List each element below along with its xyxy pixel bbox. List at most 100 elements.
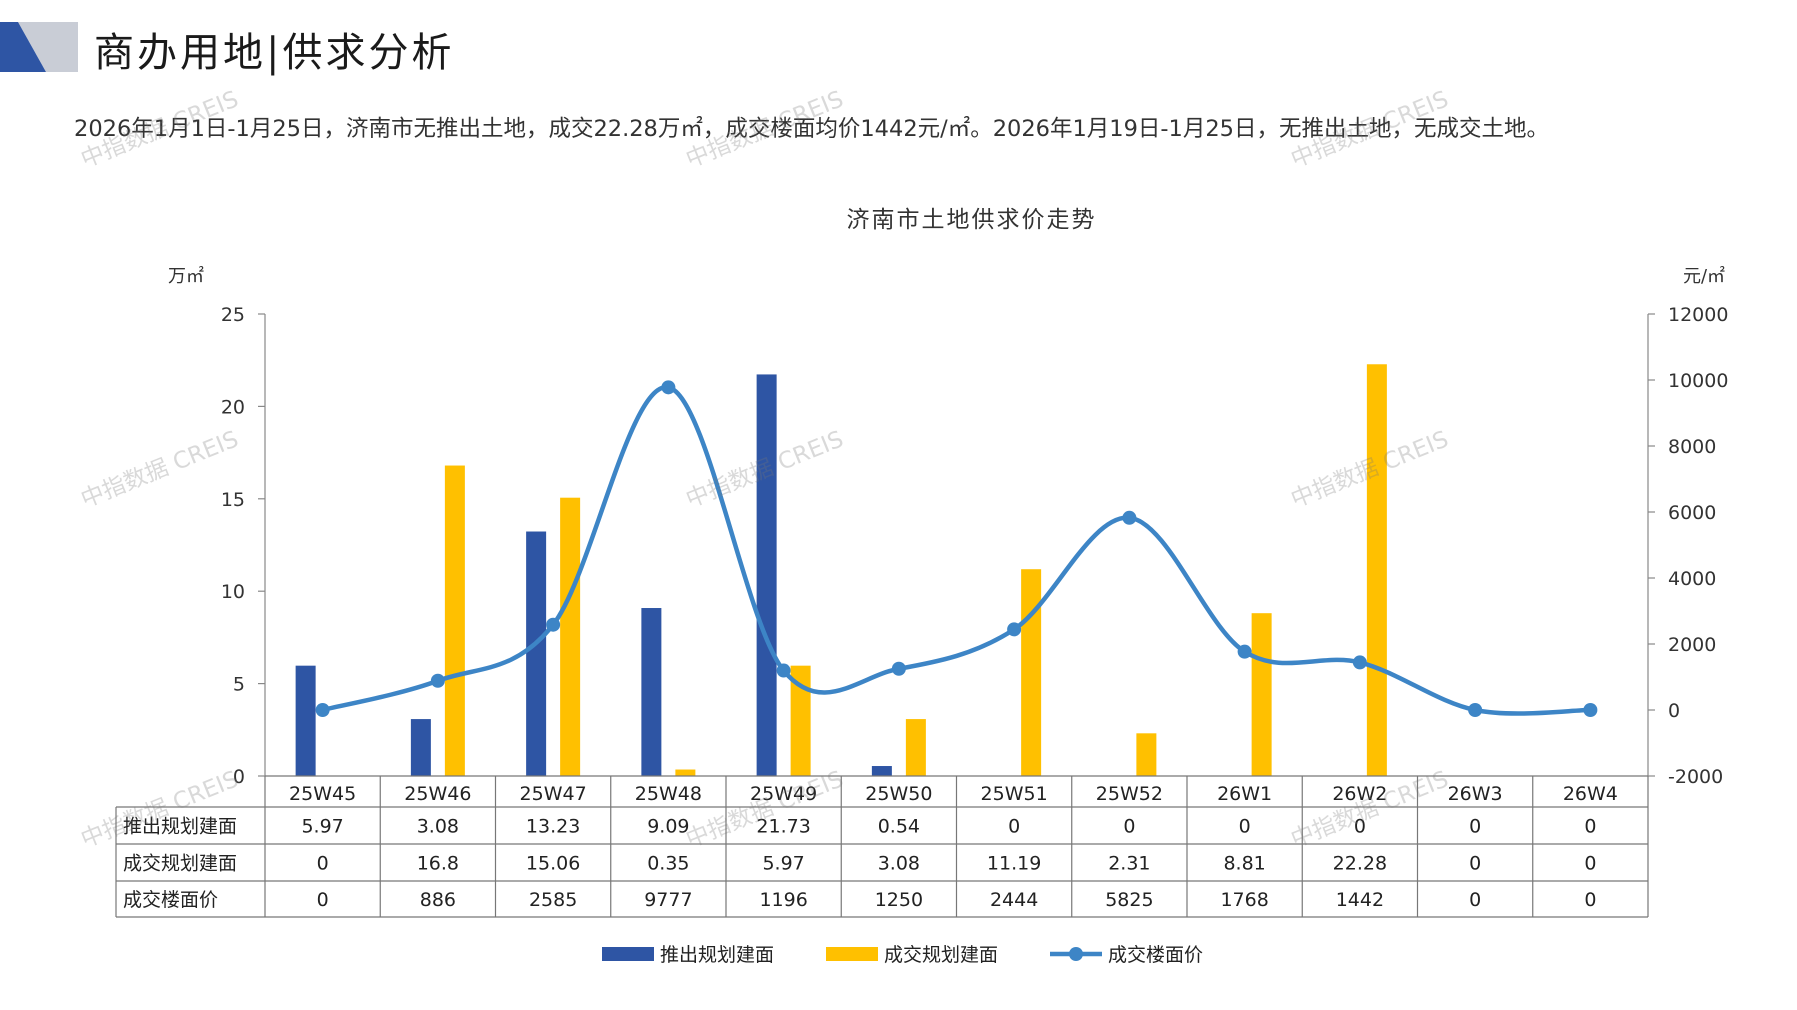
price-point xyxy=(1583,703,1598,717)
table-cell: 15.06 xyxy=(526,853,580,875)
y-right-tick-label: 6000 xyxy=(1668,502,1716,524)
deal-bar xyxy=(675,769,696,776)
table-cell: 0 xyxy=(1584,853,1596,875)
price-point xyxy=(776,663,791,678)
table-row-header: 成交规划建面 xyxy=(123,853,237,875)
y-right-tick-label: 10000 xyxy=(1668,370,1728,392)
deal-bar xyxy=(1021,569,1042,776)
price-point xyxy=(315,703,330,717)
table-cell: 16.8 xyxy=(417,853,459,875)
y-right-tick-label: 4000 xyxy=(1668,568,1716,590)
price-point xyxy=(891,661,906,676)
deal-bar xyxy=(905,719,926,776)
price-point xyxy=(1122,510,1137,525)
supply-bar xyxy=(756,374,777,776)
table-cell: 886 xyxy=(420,889,456,911)
supply-bar xyxy=(526,531,547,776)
table-cell: 0 xyxy=(1584,816,1596,838)
table-cell: 0 xyxy=(1584,889,1596,911)
table-cell: 5.97 xyxy=(301,816,343,838)
deal-bar xyxy=(560,497,581,776)
legend-price-label: 成交楼面价 xyxy=(1108,944,1203,966)
table-cell: 1768 xyxy=(1220,889,1268,911)
table-cell: 0 xyxy=(1354,816,1366,838)
table-cell: 8.81 xyxy=(1223,853,1265,875)
table-cell: 2444 xyxy=(990,889,1038,911)
table-row-header: 推出规划建面 xyxy=(123,816,237,838)
table-cell: 0 xyxy=(1469,853,1481,875)
y-left-tick-label: 25 xyxy=(221,304,245,326)
summary-text: 2026年1月1日-1月25日，济南市无推出土地，成交22.28万㎡，成交楼面均… xyxy=(74,116,1549,142)
legend-supply-label: 推出规划建面 xyxy=(660,944,774,966)
supply-bar xyxy=(641,608,662,776)
table-cell: 0.35 xyxy=(647,853,689,875)
table-cell: 0 xyxy=(1469,889,1481,911)
table-cell: 1196 xyxy=(759,889,807,911)
table-cell: 9777 xyxy=(644,889,692,911)
x-tick-label: 25W46 xyxy=(404,783,471,805)
table-cell: 21.73 xyxy=(756,816,810,838)
deal-bar xyxy=(444,465,465,776)
deal-bar xyxy=(1251,613,1272,776)
table-cell: 1442 xyxy=(1336,889,1384,911)
y-left-tick-label: 20 xyxy=(221,396,245,418)
deal-bar xyxy=(1366,364,1387,776)
table-cell: 0 xyxy=(1239,816,1251,838)
price-point xyxy=(430,673,445,688)
legend-deal-swatch xyxy=(826,947,878,961)
table-cell: 3.08 xyxy=(417,816,459,838)
x-tick-label: 25W49 xyxy=(750,783,817,805)
y-left-tick-label: 10 xyxy=(221,581,245,603)
price-point xyxy=(1352,655,1367,670)
legend-deal-label: 成交规划建面 xyxy=(884,944,998,966)
x-tick-label: 26W2 xyxy=(1332,783,1387,805)
table-cell: 0.54 xyxy=(878,816,920,838)
table-cell: 3.08 xyxy=(878,853,920,875)
header-logo xyxy=(0,22,78,72)
y-left-tick-label: 0 xyxy=(233,766,245,788)
table-cell: 1250 xyxy=(875,889,923,911)
y-right-tick-label: 12000 xyxy=(1668,304,1728,326)
deal-bar xyxy=(790,665,811,776)
y-right-tick-label: 8000 xyxy=(1668,436,1716,458)
y-left-tick-label: 5 xyxy=(233,674,245,696)
y-right-tick-label: 2000 xyxy=(1668,634,1716,656)
table-cell: 22.28 xyxy=(1333,853,1387,875)
price-line xyxy=(322,385,1591,716)
y-right-tick-label: 0 xyxy=(1668,700,1680,722)
table-cell: 5825 xyxy=(1105,889,1153,911)
price-point xyxy=(1237,644,1252,659)
y-left-unit: 万㎡ xyxy=(168,265,204,287)
table-cell: 13.23 xyxy=(526,816,580,838)
page-title: 商办用地|供求分析 xyxy=(94,30,455,76)
x-tick-label: 25W48 xyxy=(635,783,702,805)
price-point xyxy=(546,617,561,632)
y-right-unit: 元/㎡ xyxy=(1683,265,1725,287)
legend-price-marker xyxy=(1069,947,1083,961)
x-tick-label: 25W47 xyxy=(520,783,587,805)
x-tick-label: 25W52 xyxy=(1096,783,1163,805)
chart-container: 济南市土地供求价走势 万㎡ 元/㎡ 0 5 10 15 20 25 -2000 0 2000 4000 6… xyxy=(0,195,1797,995)
y-right-tick-label: -2000 xyxy=(1668,766,1723,788)
table-cell: 0 xyxy=(317,853,329,875)
table-row-header: 成交楼面价 xyxy=(123,889,218,911)
x-tick-label: 25W45 xyxy=(289,783,356,805)
supply-bar xyxy=(871,766,892,776)
table-cell: 0 xyxy=(317,889,329,911)
table-cell: 2.31 xyxy=(1108,853,1150,875)
table-cell: 2585 xyxy=(529,889,577,911)
x-tick-label: 25W50 xyxy=(865,783,932,805)
table-cell: 5.97 xyxy=(762,853,804,875)
price-point xyxy=(1007,622,1022,637)
supply-bar xyxy=(410,719,431,776)
legend-supply-swatch xyxy=(602,947,654,961)
supply-bar xyxy=(295,665,316,776)
deal-bar xyxy=(1136,733,1157,776)
table-cell: 9.09 xyxy=(647,816,689,838)
x-tick-label: 25W51 xyxy=(981,783,1048,805)
x-tick-label: 26W4 xyxy=(1563,783,1618,805)
price-point xyxy=(661,380,676,395)
y-left-tick-label: 15 xyxy=(221,489,245,511)
price-point xyxy=(1468,703,1483,717)
